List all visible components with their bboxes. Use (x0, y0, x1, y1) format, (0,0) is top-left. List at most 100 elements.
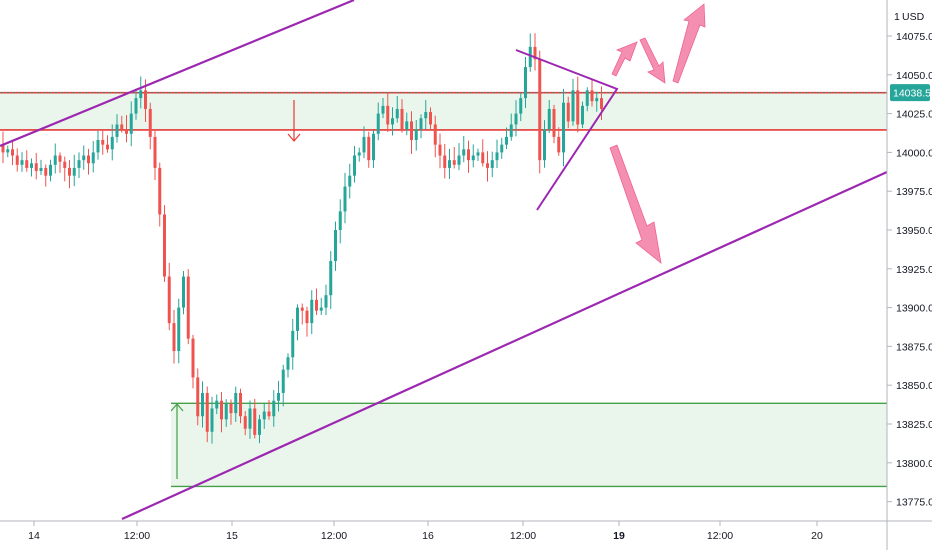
candle-body (248, 408, 252, 429)
candle-body (229, 403, 233, 414)
candle-body (376, 113, 380, 134)
projection-arrow-down-2[interactable] (609, 144, 662, 264)
candle-body (410, 121, 413, 140)
candle-body (457, 155, 461, 165)
candle-body (158, 167, 162, 215)
candle-body (514, 113, 518, 125)
candle-body (144, 90, 147, 109)
y-tick-label: 13975.0 (896, 186, 932, 198)
candle-body (63, 161, 67, 168)
candle-body (68, 167, 71, 176)
candle-body (134, 98, 138, 114)
projection-arrow-up-2[interactable] (672, 3, 706, 84)
candle-body (362, 136, 366, 153)
upper-channel-line[interactable] (0, 0, 355, 148)
support-up-arrow-head[interactable] (170, 403, 184, 412)
candle-body (424, 112, 428, 119)
x-tick-label: 15 (226, 530, 238, 542)
candle-body (258, 419, 261, 435)
candle-body (191, 338, 195, 378)
zones (0, 91, 887, 488)
resistance-down-arrow-head[interactable] (287, 133, 301, 142)
projection-arrow-up-1[interactable] (611, 41, 638, 77)
candle-body (201, 392, 204, 417)
currency-label: USD (902, 11, 925, 23)
candle-body (291, 330, 295, 358)
y-tick-label: 14075.0 (896, 31, 932, 43)
candle-body (30, 163, 33, 168)
candle-body (519, 98, 523, 114)
price-axis-ticks: 14075.0 14050.0 14025.0 14000.0 13975.0 13950… (887, 31, 932, 509)
candle-body (334, 230, 337, 262)
candle-body (281, 369, 285, 393)
y-tick-label: 14050.0 (896, 70, 932, 82)
candle-body (329, 261, 333, 296)
candle-body (53, 155, 57, 165)
candle-body (153, 136, 157, 168)
candle-body (581, 105, 584, 125)
candle-body (509, 124, 513, 137)
candle-body (286, 357, 290, 370)
candle-body (148, 108, 152, 137)
candle-body (562, 102, 565, 153)
candle-body (72, 167, 76, 176)
candle-body (262, 411, 266, 420)
candle-body (585, 90, 589, 106)
candle-body (353, 155, 356, 176)
candle-body (163, 214, 166, 277)
candle-body (253, 408, 257, 435)
candle-body (372, 133, 375, 161)
y-tick-label: 13875.0 (896, 341, 932, 353)
current-price-tag (890, 84, 930, 102)
candle-body (272, 400, 276, 417)
candle-body (419, 118, 423, 130)
candle-body (101, 139, 105, 145)
candle-body (595, 98, 599, 102)
x-tick-label: 20 (811, 530, 823, 542)
candle-body (400, 108, 404, 130)
candle-body (471, 155, 475, 161)
candle-body (77, 160, 81, 168)
candle-body (25, 160, 29, 168)
candle-body (552, 108, 556, 137)
candle-body (443, 155, 447, 168)
candle-body (58, 155, 62, 162)
candle-body (571, 90, 575, 122)
candle-body (543, 129, 546, 161)
lower-channel-line[interactable] (121, 170, 888, 521)
candle-body (110, 136, 114, 150)
candle-body (296, 307, 299, 331)
y-tick-label: 13850.0 (896, 380, 932, 392)
candle-body (87, 155, 90, 164)
candle-body (186, 276, 190, 339)
candle-body (566, 102, 570, 122)
candle-body (300, 307, 304, 311)
candle-body (476, 152, 480, 156)
candle-body (467, 149, 470, 161)
resistance-zone[interactable] (0, 92, 887, 130)
candle-body (220, 400, 223, 420)
projection-arrow-down-1[interactable] (639, 37, 666, 84)
candle-body (182, 276, 185, 308)
candle-body (348, 175, 352, 187)
triangle-pattern[interactable] (515, 49, 619, 211)
candle-body (391, 118, 394, 125)
candle-body (500, 144, 504, 153)
candle-body (11, 149, 14, 156)
candle-body (172, 323, 176, 352)
candle-body (538, 59, 542, 161)
y-tick-label: 13950.0 (896, 225, 932, 237)
candle-body (120, 124, 124, 130)
y-tick-label: 14025.0 (896, 109, 932, 121)
x-tick-label: 16 (422, 530, 434, 542)
support-zone[interactable] (171, 403, 887, 487)
y-tick-label: 13900.0 (896, 303, 932, 315)
candle-body (96, 139, 100, 153)
drawings (0, 0, 888, 521)
candle-body (557, 136, 561, 153)
y-tick-label: 13800.0 (896, 458, 932, 470)
candle-body (433, 124, 437, 145)
candle-body (91, 152, 95, 164)
